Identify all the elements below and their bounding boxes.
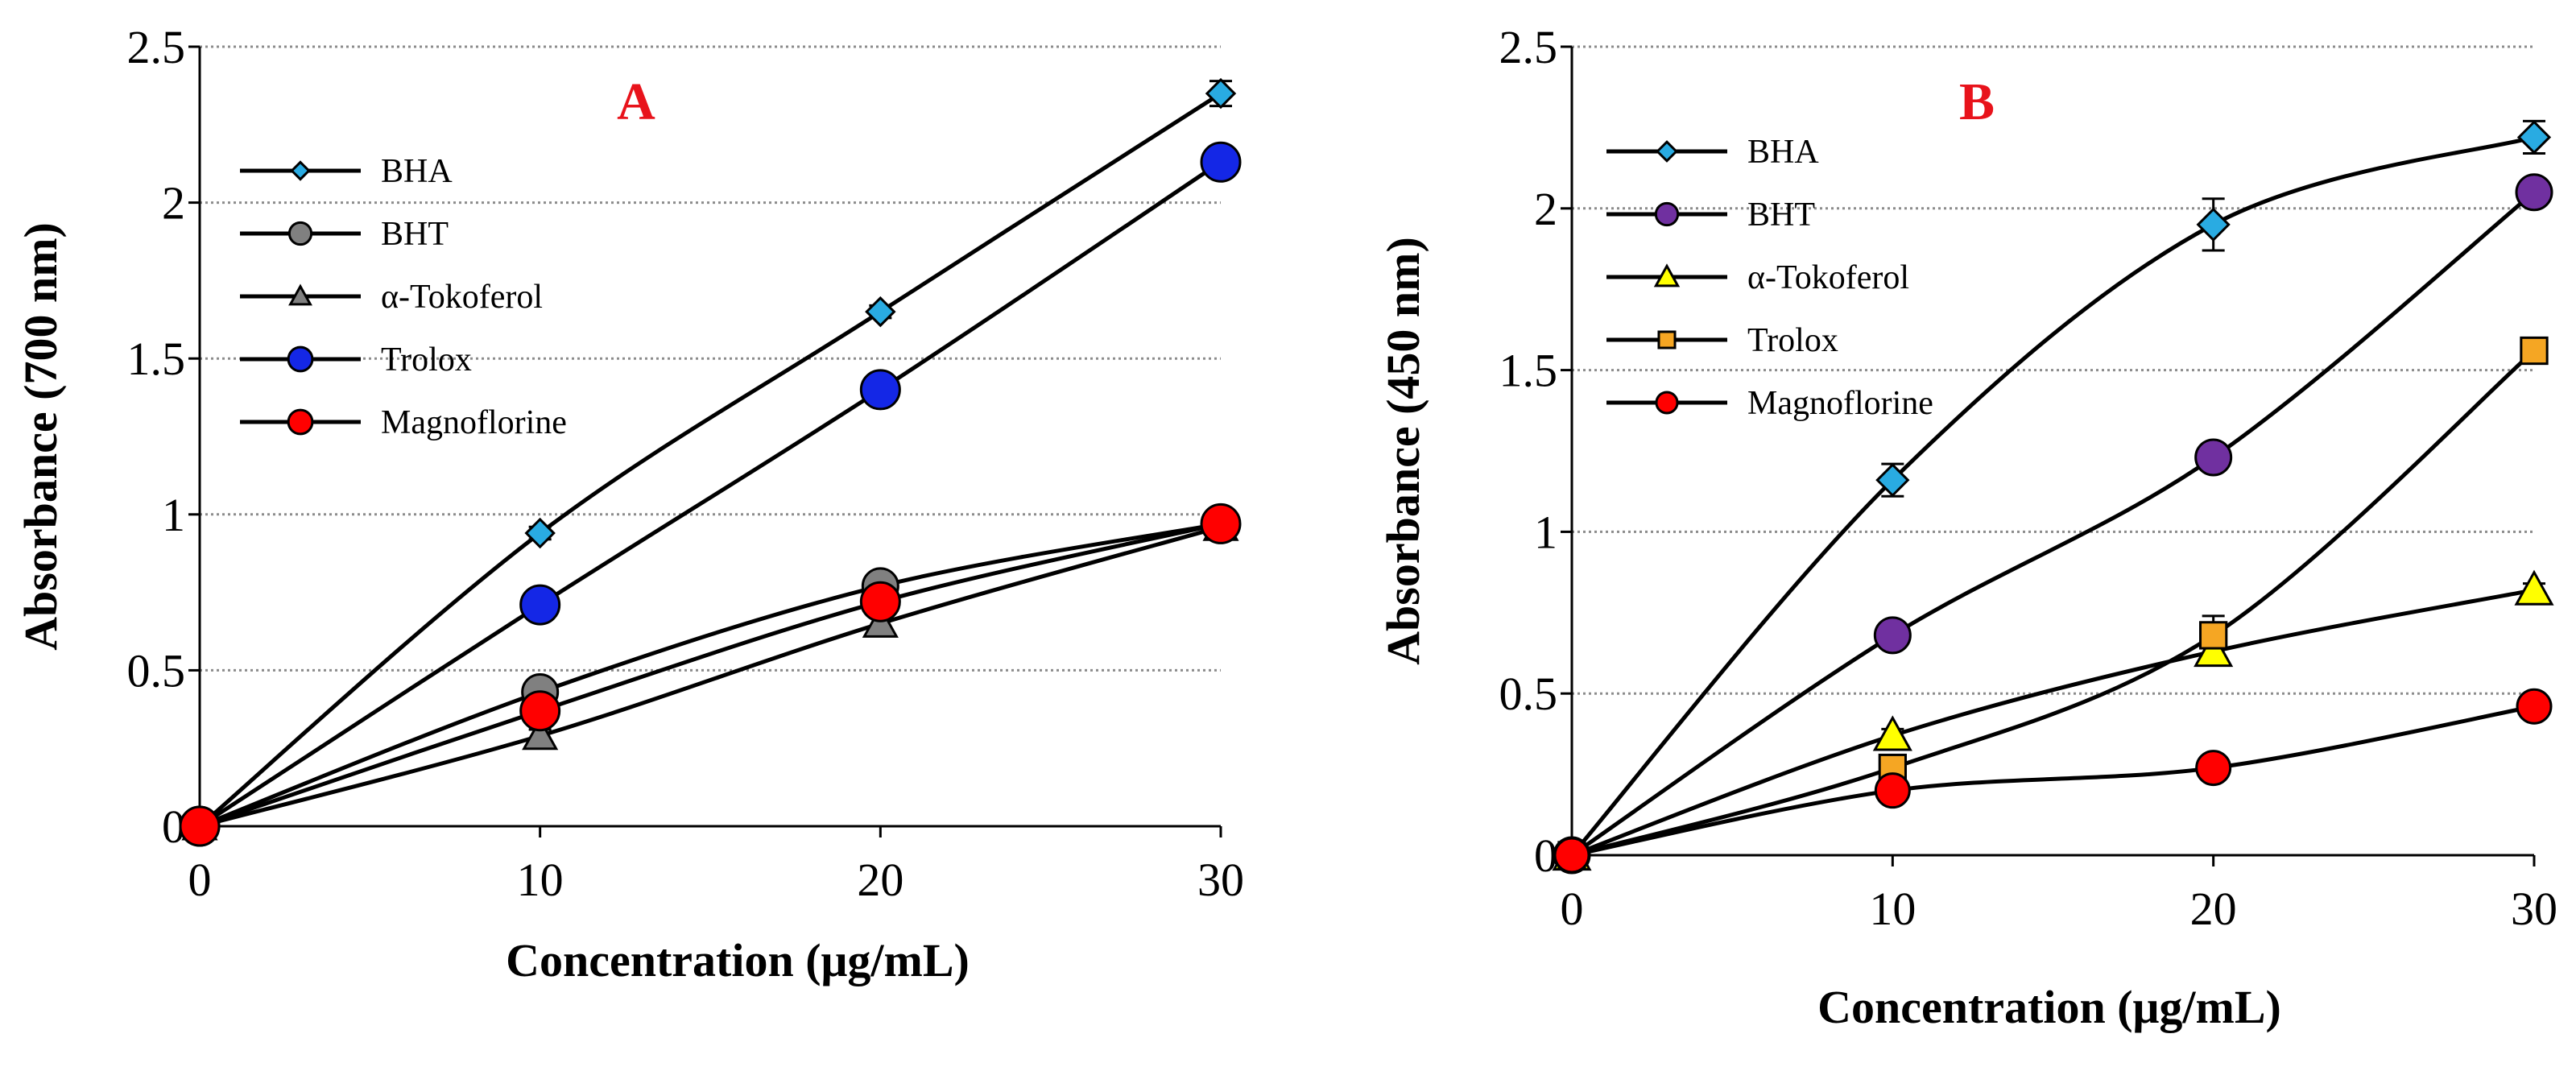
- legend-label-magnoflorine: Magnoflorine: [381, 404, 567, 441]
- data-point-trolox: [1200, 141, 1242, 183]
- series-line-trolox: [1571, 349, 2536, 858]
- data-point-bha: [2516, 120, 2552, 155]
- x-tick-label: 30: [1197, 854, 1244, 906]
- series-line-tokoferol: [199, 524, 1222, 829]
- x-tick-label: 20: [2190, 883, 2237, 935]
- legend-marker-magnoflorine: [1655, 391, 1679, 415]
- series-line-trolox: [198, 160, 1222, 829]
- legend-marker-bha: [1656, 140, 1678, 163]
- y-tick-label: 2: [1534, 183, 1557, 235]
- y-tick-label: 1: [162, 489, 185, 541]
- data-point-magnoflorine: [859, 581, 901, 622]
- data-point-tokoferol: [1872, 715, 1912, 751]
- data-point-tokoferol: [2194, 631, 2234, 668]
- data-point-bha: [1875, 463, 1910, 498]
- legend-label-bht: BHT: [1747, 196, 1815, 234]
- legend-label-tokoferol: α-Tokoferol: [381, 279, 543, 316]
- panel-label: A: [617, 72, 655, 131]
- data-point-bha: [2196, 207, 2231, 242]
- y-tick-label: 0.5: [1499, 668, 1558, 720]
- x-axis-title: Concentration (μg/mL): [506, 934, 970, 986]
- data-point-magnoflorine: [2516, 688, 2553, 725]
- y-tick-label: 1.5: [127, 333, 186, 385]
- series-line-magnoflorine: [1571, 704, 2535, 858]
- legend-label-tokoferol: α-Tokoferol: [1747, 259, 1909, 296]
- y-tick-label: 0.5: [127, 644, 186, 697]
- legend-marker-tokoferol: [288, 283, 312, 306]
- y-axis-title: Absorbance (700 nm): [14, 222, 67, 651]
- data-point-magnoflorine: [1200, 502, 1242, 544]
- legend-label-trolox: Trolox: [1747, 322, 1838, 359]
- data-point-tokoferol: [2514, 569, 2554, 606]
- legend-label-magnoflorine: Magnoflorine: [1747, 385, 1933, 422]
- x-axis-title: Concentration (μg/mL): [1817, 981, 2281, 1033]
- legend-marker-bht: [287, 221, 313, 246]
- y-tick-label: 2.5: [1499, 21, 1558, 73]
- x-tick-label: 30: [2511, 883, 2557, 935]
- series-line-tokoferol: [1571, 588, 2535, 858]
- data-point-trolox: [2520, 336, 2549, 366]
- data-point-bht: [1873, 616, 1912, 655]
- series-line-bht: [1570, 190, 2536, 858]
- panel-label: B: [1959, 72, 1995, 131]
- legend: BHA BHT α-Tokoferol Trolox Magnoflorine: [1606, 134, 1933, 422]
- data-point-bha: [865, 296, 896, 328]
- data-point-bht: [2515, 173, 2553, 212]
- legend-marker-magnoflorine: [287, 408, 314, 436]
- x-tick-label: 0: [1561, 883, 1584, 935]
- series-line-bha: [1570, 135, 2535, 857]
- legend: BHA BHT α-Tokoferol Trolox Magnoflorine: [240, 153, 567, 441]
- y-axis-title: Absorbance (450 nm): [1377, 237, 1429, 665]
- data-point-magnoflorine: [179, 805, 221, 847]
- x-tick-label: 10: [1869, 883, 1916, 935]
- series-line-magnoflorine: [199, 521, 1222, 829]
- series-line-bha: [198, 91, 1222, 828]
- data-point-magnoflorine: [1874, 772, 1911, 809]
- y-tick-label: 2.5: [127, 21, 186, 73]
- y-tick-label: 1.5: [1499, 345, 1558, 397]
- legend-marker-tokoferol: [1653, 263, 1681, 287]
- data-point-magnoflorine: [519, 690, 561, 732]
- data-point-trolox: [519, 584, 561, 626]
- legend-marker-trolox: [287, 345, 314, 373]
- x-tick-label: 10: [517, 854, 564, 906]
- data-point-trolox: [2199, 621, 2228, 650]
- x-tick-label: 20: [857, 854, 903, 906]
- data-point-bha: [1205, 77, 1237, 110]
- data-point-magnoflorine: [1553, 837, 1590, 874]
- data-point-magnoflorine: [2195, 750, 2232, 787]
- legend-marker-bha: [290, 160, 311, 181]
- data-point-trolox: [859, 369, 901, 411]
- legend-label-trolox: Trolox: [381, 341, 472, 378]
- data-point-bha: [524, 517, 556, 549]
- y-tick-label: 2: [162, 177, 185, 230]
- legend-marker-trolox: [1657, 330, 1677, 349]
- data-point-tokoferol: [522, 717, 559, 751]
- legend-label-bha: BHA: [381, 153, 453, 190]
- legend-label-bha: BHA: [1747, 134, 1819, 171]
- legend-label-bht: BHT: [381, 216, 449, 253]
- series-line-bht: [199, 521, 1222, 829]
- data-point-bht: [2194, 438, 2233, 477]
- y-tick-label: 1: [1534, 506, 1557, 558]
- legend-marker-bht: [1654, 201, 1680, 227]
- x-tick-label: 0: [188, 854, 212, 906]
